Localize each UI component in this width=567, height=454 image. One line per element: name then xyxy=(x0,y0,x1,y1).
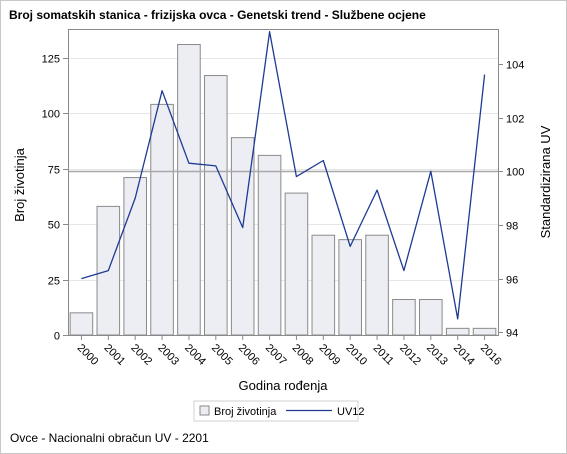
bar xyxy=(257,154,282,336)
y-tick-label: 25 xyxy=(48,276,60,288)
bar xyxy=(311,234,336,336)
chart-title: Broj somatskih stanica - frizijska ovca … xyxy=(9,8,426,22)
bar xyxy=(365,234,389,336)
y-axis-label: Broj životinja xyxy=(12,147,27,221)
x-tick-label: 2004 xyxy=(182,342,208,368)
x-tick-label: 2011 xyxy=(371,342,396,367)
x-tick-label: 2003 xyxy=(155,342,181,368)
bar xyxy=(123,177,147,336)
bar xyxy=(204,75,228,336)
bar xyxy=(150,103,174,336)
bar xyxy=(445,327,470,336)
x-tick-label: 2009 xyxy=(317,342,343,368)
x-tick-label: 2010 xyxy=(343,342,369,368)
legend-line-label: UV12 xyxy=(337,406,365,418)
y-tick-label: 100 xyxy=(42,109,60,121)
bar xyxy=(284,192,309,336)
bar xyxy=(419,299,443,336)
y-tick-label: 50 xyxy=(48,220,60,232)
x-tick-label: 2001 xyxy=(102,342,128,368)
legend: Broj životinja UV12 xyxy=(193,400,365,422)
x-tick-label: 2007 xyxy=(263,342,289,368)
bar xyxy=(472,327,497,336)
y2-tick-label: 100 xyxy=(506,167,524,179)
legend-bar-label: Broj životinja xyxy=(214,406,277,418)
x-tick-label: 2002 xyxy=(128,342,154,368)
y2-tick-label: 102 xyxy=(506,114,524,126)
y2-tick-label: 94 xyxy=(506,328,518,340)
x-tick-label: 2006 xyxy=(236,342,262,368)
bar-layer xyxy=(69,44,497,336)
legend-frame xyxy=(193,400,359,422)
legend-bar-swatch xyxy=(199,405,210,416)
bar xyxy=(338,239,362,336)
footnote: Ovce - Nacionalni obračun UV - 2201 xyxy=(10,431,209,445)
bar xyxy=(392,299,416,336)
y-tick-label: 125 xyxy=(42,54,60,66)
line-layer xyxy=(81,31,486,320)
x-axis-label: Godina rođenja xyxy=(239,378,329,393)
y2-tick-label: 96 xyxy=(506,275,518,287)
y2-tick-label: 98 xyxy=(506,221,518,233)
x-tick-label: 2013 xyxy=(424,342,450,368)
y-tick-label: 75 xyxy=(48,165,60,177)
x-tick-label: 2005 xyxy=(209,342,235,368)
x-tick-label: 2016 xyxy=(478,342,504,368)
series-line-uv12 xyxy=(81,31,486,320)
y2-tick-label: 104 xyxy=(506,60,524,72)
x-tick-label: 2008 xyxy=(290,342,316,368)
bar xyxy=(69,312,94,336)
x-tick-label: 2014 xyxy=(451,342,477,368)
y2-axis-label: Standardizirana UV xyxy=(538,125,553,238)
x-tick-label: 2012 xyxy=(397,342,423,368)
bar xyxy=(177,44,201,336)
x-tick-label: 2000 xyxy=(75,342,101,368)
y-tick-label: 0 xyxy=(54,331,60,343)
